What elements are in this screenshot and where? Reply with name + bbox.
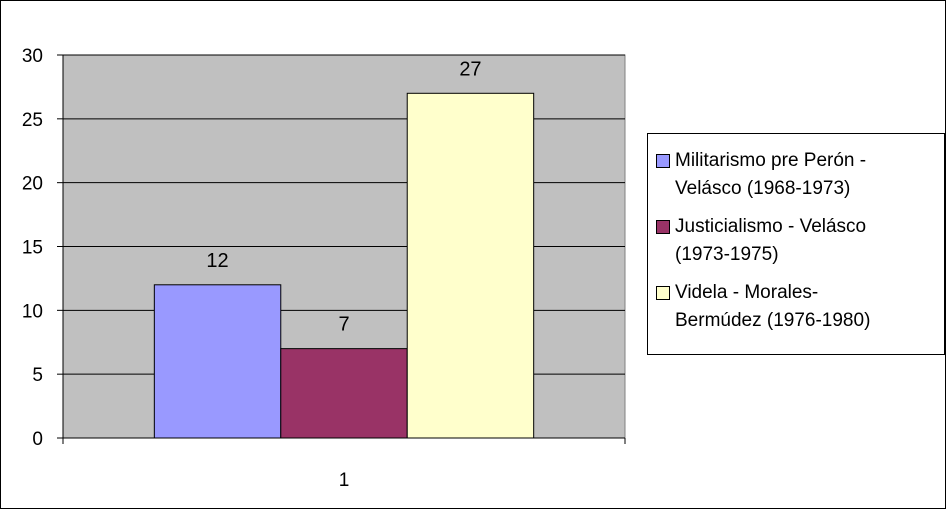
legend-item-videla: Videla - Morales- Bermúdez (1976-1980)	[656, 279, 944, 335]
y-tick-label: 15	[22, 238, 43, 259]
legend-label-line: Justicialismo - Velásco	[675, 216, 867, 237]
legend-label-line: Bermúdez (1976-1980)	[675, 310, 871, 331]
legend: Militarismo pre Perón - Velásco (1968-19…	[647, 133, 945, 355]
y-tick-label: 30	[22, 46, 43, 67]
legend-item-justicialismo: Justicialismo - Velásco (1973-1975)	[656, 213, 944, 269]
legend-label-line: Videla - Morales-	[675, 282, 819, 303]
legend-swatch-justicialismo	[656, 220, 670, 234]
legend-swatch-militarismo	[656, 154, 670, 168]
data-label: 12	[206, 250, 228, 272]
legend-label-line: (1973-1975)	[675, 244, 779, 265]
y-tick-label: 25	[22, 110, 43, 131]
legend-label-line: Militarismo pre Perón -	[675, 150, 867, 171]
y-tick-label: 10	[22, 301, 43, 322]
bar	[280, 348, 408, 439]
y-tick-label: 0	[32, 429, 43, 450]
data-label: 27	[459, 58, 481, 80]
y-tick-label: 20	[22, 174, 43, 195]
legend-item-militarismo: Militarismo pre Perón - Velásco (1968-19…	[656, 147, 944, 203]
legend-swatch-videla	[656, 286, 670, 300]
data-label: 7	[338, 314, 349, 336]
y-tick-label: 5	[32, 365, 43, 386]
legend-label-justicialismo: Justicialismo - Velásco (1973-1975)	[675, 213, 866, 269]
bar	[153, 284, 282, 439]
legend-label-line: Velásco (1968-1973)	[675, 178, 851, 199]
legend-label-videla: Videla - Morales- Bermúdez (1976-1980)	[675, 279, 870, 335]
bar	[406, 92, 535, 439]
legend-label-militarismo: Militarismo pre Perón - Velásco (1968-19…	[675, 147, 866, 203]
x-tick-label: 1	[339, 470, 350, 491]
